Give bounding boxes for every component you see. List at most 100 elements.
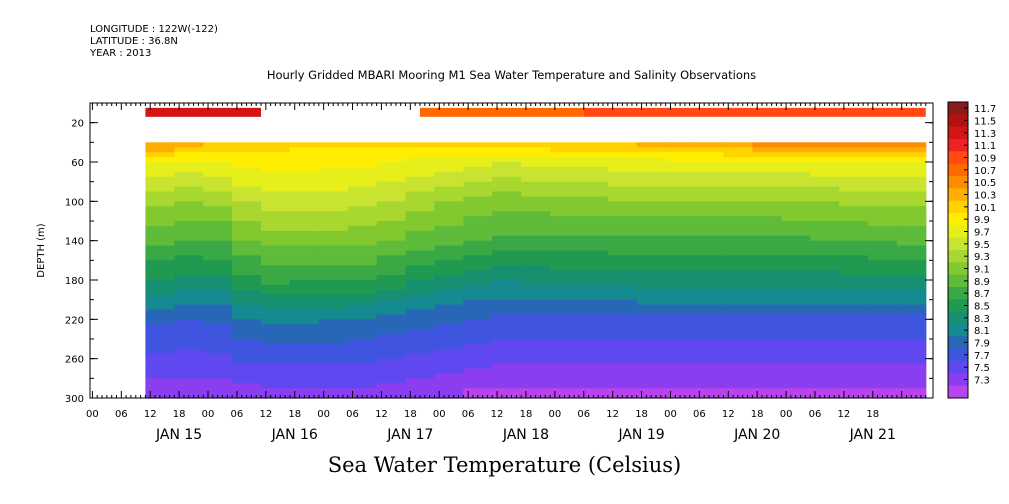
temperature-cell [694, 343, 725, 350]
temperature-cell [347, 358, 378, 365]
temperature-cell [434, 363, 464, 370]
temperature-cell [318, 309, 349, 316]
temperature-cell [434, 348, 464, 355]
temperature-cell [174, 363, 204, 370]
temperature-cell [839, 319, 869, 325]
temperature-cell [694, 275, 725, 281]
temperature-cell [405, 221, 436, 227]
temperature-cell [810, 388, 840, 394]
temperature-cell [203, 324, 233, 330]
temperature-cell [318, 211, 349, 217]
temperature-cell [405, 260, 436, 266]
temperature-cell [839, 186, 869, 193]
temperature-cell [636, 280, 667, 286]
temperature-cell [318, 201, 349, 207]
temperature-cell [347, 289, 378, 296]
temperature-cell [145, 225, 175, 232]
x-hour-label: 00 [317, 409, 330, 420]
temperature-cell [867, 289, 898, 296]
temperature-cell [174, 152, 204, 158]
colorbar-label: 8.7 [974, 289, 990, 300]
temperature-cell [232, 388, 262, 394]
temperature-cell [261, 368, 291, 375]
temperature-cell [896, 275, 927, 281]
temperature-cell [521, 363, 551, 370]
temperature-cell [896, 373, 927, 379]
temperature-cell [289, 181, 320, 188]
temperature-cell [174, 358, 204, 365]
colorbar-label: 9.1 [974, 265, 990, 276]
temperature-cell [405, 166, 436, 173]
temperature-cell [145, 324, 175, 330]
temperature-cell [752, 294, 782, 301]
colorbar-swatch [948, 237, 968, 251]
temperature-cell [261, 181, 291, 188]
temperature-cell [550, 319, 580, 325]
temperature-cell [607, 383, 638, 389]
temperature-cell [694, 304, 725, 311]
temperature-cell [463, 363, 493, 370]
temperature-cell [347, 211, 378, 217]
temperature-cell [347, 265, 378, 271]
temperature-cell [463, 383, 493, 389]
temperature-cell [694, 176, 725, 183]
temperature-cell [376, 186, 407, 193]
temperature-cell [550, 196, 580, 202]
temperature-cell [694, 339, 725, 345]
temperature-cell [492, 196, 522, 202]
temperature-cell [607, 363, 638, 370]
colorbar: 11.7 11.511.311.1 10.910.710.5 10.310.19.9 9… [947, 101, 996, 399]
temperature-cell [550, 142, 580, 148]
temperature-cell [145, 196, 175, 202]
temperature-cell [463, 260, 493, 266]
temperature-cell [665, 304, 696, 311]
temperature-cell [376, 363, 407, 370]
temperature-cell [694, 216, 725, 222]
temperature-cell [607, 245, 638, 252]
temperature-cell [810, 309, 840, 316]
temperature-cell [607, 201, 638, 207]
temperature-cell [289, 221, 320, 227]
temperature-cell [810, 348, 840, 355]
colorbar-label: 11.7 [974, 104, 996, 115]
temperature-cell [839, 206, 869, 212]
temperature-cell [289, 152, 320, 158]
temperature-cell [521, 388, 551, 394]
temperature-cell [289, 147, 320, 153]
temperature-cell [810, 334, 840, 340]
temperature-cell [752, 181, 782, 188]
temperature-cell [752, 230, 782, 237]
colorbar-label: 7.9 [974, 339, 990, 350]
temperature-cell [636, 284, 667, 291]
temperature-cell [839, 270, 869, 276]
temperature-cell [203, 216, 233, 222]
temperature-cell [578, 319, 609, 325]
temperature-cell [578, 235, 609, 242]
temperature-cell [810, 176, 840, 183]
temperature-cell [174, 324, 204, 330]
temperature-cell [521, 329, 551, 335]
temperature-cell [810, 181, 840, 188]
temperature-cell [434, 294, 464, 301]
temperature-cell [781, 388, 811, 394]
temperature-cell [636, 181, 667, 188]
temperature-cell [723, 230, 753, 237]
temperature-cell [492, 294, 522, 301]
temperature-cell [405, 388, 436, 394]
temperature-cell [376, 319, 407, 325]
temperature-cell [550, 348, 580, 355]
temperature-cell [492, 299, 522, 306]
temperature-cell [405, 289, 436, 296]
temperature-cell [607, 319, 638, 325]
temperature-cell [636, 334, 667, 340]
temperature-cell [607, 221, 638, 227]
temperature-cell [550, 206, 580, 212]
temperature-cell [896, 225, 927, 232]
temperature-cell [145, 314, 175, 320]
temperature-cell [318, 157, 349, 163]
temperature-cell [492, 353, 522, 360]
temperature-cell [521, 221, 551, 227]
temperature-cell [203, 157, 233, 163]
temperature-cell [665, 368, 696, 375]
temperature-cell [203, 309, 233, 316]
